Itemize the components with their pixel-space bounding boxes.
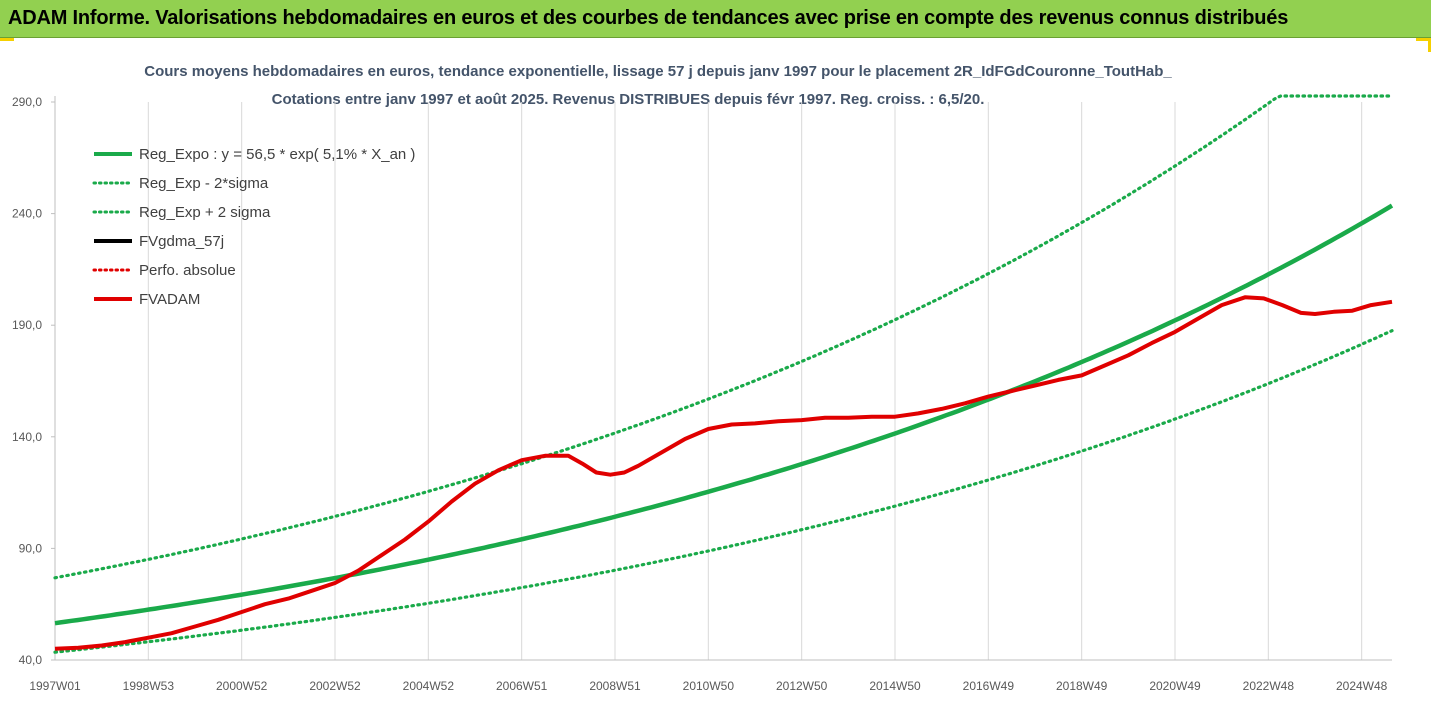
series-layer	[53, 94, 1394, 654]
series-reg-exp-plus-2sigma	[53, 94, 1394, 580]
x-tick-label: 2020W49	[1149, 679, 1201, 693]
legend-item: FVADAM	[94, 291, 200, 308]
report-banner: ADAM Informe. Valorisations hebdomadaire…	[0, 0, 1431, 38]
x-tick-label: 2012W50	[776, 679, 828, 693]
x-tick-label: 2022W48	[1243, 679, 1295, 693]
x-tick-label: 2002W52	[309, 679, 361, 693]
x-tick-label: 2004W52	[403, 679, 455, 693]
x-tick-label: 1998W53	[123, 679, 175, 693]
x-tick-label: 2010W50	[683, 679, 735, 693]
panel-corner-top-right	[1416, 38, 1431, 41]
trend-chart: Cours moyens hebdomadaires en euros, ten…	[12, 63, 1394, 693]
legend-label: FVgdma_57j	[139, 233, 224, 250]
axes: 1997W01 1998W53 2000W52 2002W52 2004W52 2006W…	[12, 95, 1392, 693]
chart-subtitle: Cotations entre janv 1997 et août 2025. …	[272, 91, 985, 108]
series-reg-expo	[54, 203, 1394, 626]
series-fvadam	[54, 295, 1393, 651]
x-tick-label: 2006W51	[496, 679, 548, 693]
y-tick-label: 190,0	[12, 318, 42, 332]
x-tick-label: 2000W52	[216, 679, 268, 693]
x-tick-label: 2008W51	[589, 679, 641, 693]
y-tick-label: 40,0	[19, 653, 43, 667]
x-tick-label: 1997W01	[29, 679, 81, 693]
legend-label: Perfo. absolue	[139, 262, 236, 279]
legend-item: Reg_Expo : y = 56,5 * exp( 5,1% * X_an )	[94, 146, 415, 163]
series-reg-exp-minus-2sigma	[53, 329, 1394, 654]
legend-label: Reg_Exp - 2*sigma	[139, 175, 269, 192]
legend-item: Reg_Exp + 2 sigma	[92, 204, 271, 221]
y-tick-label: 140,0	[12, 430, 42, 444]
x-tick-label: 2018W49	[1056, 679, 1108, 693]
y-tick-label: 90,0	[19, 541, 43, 555]
legend-item: Reg_Exp - 2*sigma	[92, 175, 269, 192]
legend-label: FVADAM	[139, 291, 200, 308]
panel-corner-right-edge	[1428, 38, 1431, 52]
x-gridlines	[54, 102, 1363, 660]
legend-item: FVgdma_57j	[94, 233, 224, 250]
y-tick-label: 240,0	[12, 207, 42, 221]
chart-title: Cours moyens hebdomadaires en euros, ten…	[144, 63, 1172, 80]
x-tick-label: 2016W49	[963, 679, 1015, 693]
y-tick-label: 290,0	[12, 95, 42, 109]
legend-label: Reg_Exp + 2 sigma	[139, 204, 271, 221]
report-title: ADAM Informe. Valorisations hebdomadaire…	[8, 7, 1289, 29]
x-tick-label: 2024W48	[1336, 679, 1388, 693]
legend: Reg_Expo : y = 56,5 * exp( 5,1% * X_an )…	[92, 146, 415, 308]
legend-item: Perfo. absolue	[92, 262, 236, 279]
legend-label: Reg_Expo : y = 56,5 * exp( 5,1% * X_an )	[139, 146, 415, 163]
x-tick-label: 2014W50	[869, 679, 921, 693]
panel-corner-top-left	[0, 38, 14, 41]
